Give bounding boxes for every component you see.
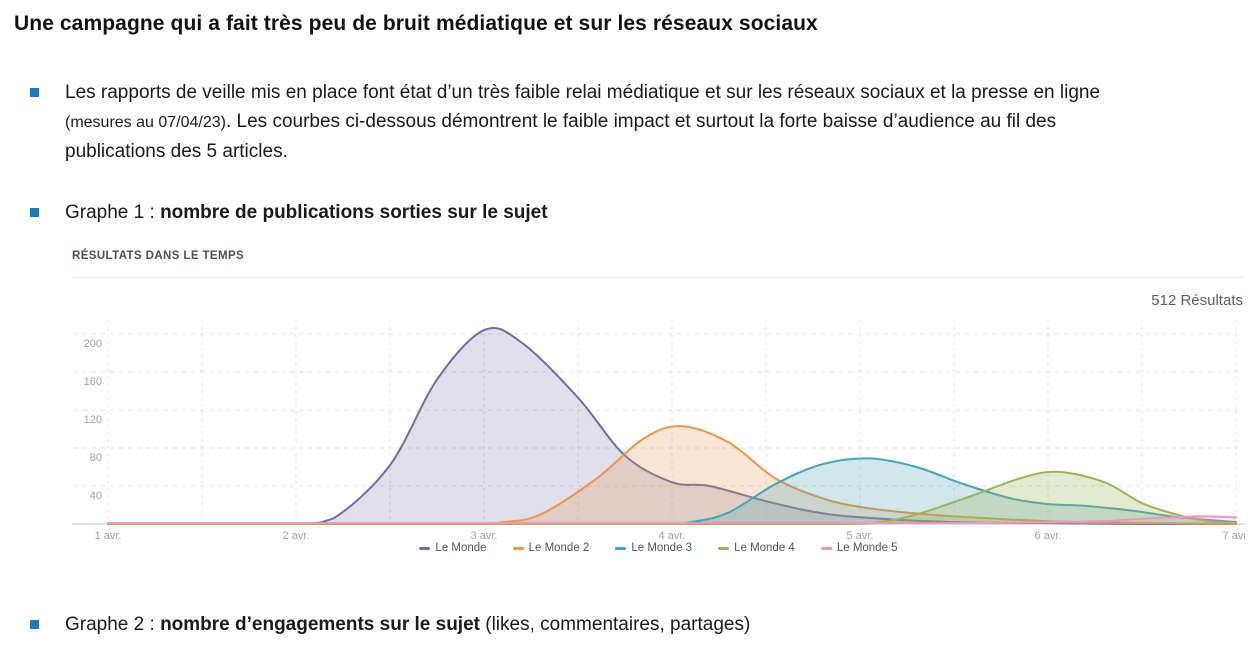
y-tick-label: 80 xyxy=(90,452,102,464)
bullet-item-graph2: Graphe 2 : nombre d’engagements sur le s… xyxy=(30,610,1180,639)
y-tick-label: 160 xyxy=(84,376,102,388)
chart-header-divider xyxy=(72,277,1245,278)
legend-item-le-monde-2: Le Monde 2 xyxy=(512,542,590,554)
x-tick-label: 2 avr. xyxy=(283,530,310,542)
bullet-marker xyxy=(30,88,39,97)
graph2-caption-suffix: (likes, commentaires, partages) xyxy=(479,614,751,635)
x-tick-label: 4 avr. xyxy=(659,530,686,542)
legend-label: Le Monde 2 xyxy=(528,542,590,554)
legend-swatch-icon xyxy=(512,546,524,550)
page-title: Une campagne qui a fait très peu de brui… xyxy=(14,12,818,35)
graph1-caption-prefix: Graphe 1 : xyxy=(65,202,161,223)
bullet-marker xyxy=(30,620,39,629)
legend-item-le-monde-4: Le Monde 4 xyxy=(718,542,795,554)
y-tick-label: 40 xyxy=(90,490,102,502)
overview-text-1: Les rapports de veille mis en place font… xyxy=(65,82,1101,103)
x-tick-label: 1 avr. xyxy=(95,530,122,542)
legend-label: Le Monde 5 xyxy=(836,542,898,554)
results-count: 512 Résultats xyxy=(1151,292,1243,309)
graph1-caption-bold: nombre de publications sorties sur le su… xyxy=(160,202,548,223)
measure-date-note: (mesures au 07/04/23) xyxy=(65,114,226,131)
chart-title: RÉSULTATS DANS LE TEMPS xyxy=(72,250,245,262)
overview-paragraph: Les rapports de veille mis en place font… xyxy=(65,78,1145,166)
legend-item-le-monde-5: Le Monde 5 xyxy=(820,542,898,554)
legend-swatch-icon xyxy=(615,546,627,550)
legend-item-le-monde-3: Le Monde 3 xyxy=(615,542,692,554)
legend-label: Le Monde 4 xyxy=(734,542,795,554)
graph2-caption-prefix: Graphe 2 : xyxy=(65,614,161,635)
x-tick-label: 5 avr. xyxy=(847,530,874,542)
series-area-le-monde-4 xyxy=(108,471,1236,524)
y-tick-label: 120 xyxy=(84,414,102,426)
x-tick-label: 3 avr. xyxy=(471,530,498,542)
legend-swatch-icon xyxy=(820,546,832,550)
legend-label: Le Monde xyxy=(435,542,487,554)
series-area-le-monde-2 xyxy=(108,426,1236,524)
legend-swatch-icon xyxy=(718,546,730,550)
results-over-time-chart: 40 80 120 160 200 1 avr. 2 avr. 3 avr. 4 avr. 5 a… xyxy=(72,320,1245,542)
bullet-marker xyxy=(30,208,39,217)
graph2-caption-bold: nombre d’engagements sur le sujet xyxy=(160,614,480,635)
series-area-le-monde-3 xyxy=(108,458,1236,524)
chart-panel: RÉSULTATS DANS LE TEMPS 512 Résultats 40… xyxy=(72,248,1245,560)
y-tick-label: 200 xyxy=(84,338,102,350)
overview-text-2: . Les courbes ci-dessous démontrent le f… xyxy=(65,111,1057,162)
graph1-caption: Graphe 1 : nombre de publications sortie… xyxy=(65,198,1180,227)
x-tick-label: 6 avr. xyxy=(1035,530,1062,542)
series-area-le-monde xyxy=(108,327,1236,524)
legend-label: Le Monde 3 xyxy=(631,542,693,554)
bullet-item-graph1: Graphe 1 : nombre de publications sortie… xyxy=(30,198,1180,227)
legend-item-le-monde: Le Monde xyxy=(419,542,487,554)
x-tick-label: 7 avr. xyxy=(1223,530,1245,542)
legend-swatch-icon xyxy=(419,546,431,550)
graph2-caption: Graphe 2 : nombre d’engagements sur le s… xyxy=(65,610,1180,639)
chart-legend: Le Monde Le Monde 2 Le Monde 3 Le Monde 4 Le… xyxy=(72,540,1245,556)
bullet-item-overview: Les rapports de veille mis en place font… xyxy=(30,78,1145,166)
series-line-le-monde-5 xyxy=(107,515,1237,525)
